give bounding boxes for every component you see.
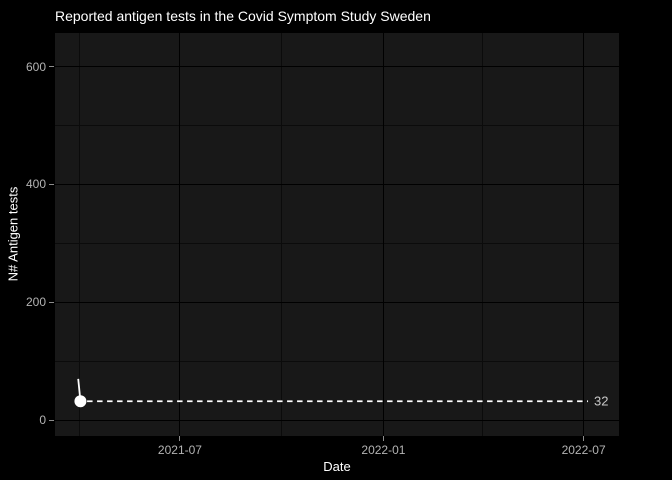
x-minor-gridline [281,33,283,436]
y-tick-label: 200 [25,295,46,310]
x-tick-mark [382,436,384,441]
x-minor-gridline [78,33,80,436]
y-tick-mark [49,419,54,421]
y-minor-gridline [55,242,619,244]
x-major-gridline [382,33,384,436]
y-major-gridline [55,183,619,185]
x-tick-label: 2021-07 [157,443,202,457]
x-tick-label: 2022-01 [361,443,406,457]
chart-title: Reported antigen tests in the Covid Symp… [55,8,431,24]
y-tick-mark [49,66,54,68]
x-minor-gridline [482,33,484,436]
x-axis-title: Date [323,459,351,474]
x-tick-label: 2022-07 [561,443,606,457]
x-tick-mark [583,436,585,441]
y-axis-title: N# Antigen tests [5,186,21,282]
y-major-gridline [55,301,619,303]
antigen-series-point [74,395,87,408]
plot-panel [55,33,619,436]
y-tick-mark [49,301,54,303]
x-major-gridline [179,33,181,436]
plot-overlay [74,378,589,408]
x-tick-mark [179,436,181,441]
y-major-gridline [55,419,619,421]
x-major-gridline [583,33,585,436]
y-tick-mark [49,183,54,185]
y-tick-label: 600 [25,59,46,74]
hline-value-label: 32 [594,393,609,409]
y-minor-gridline [55,360,619,362]
y-tick-label: 400 [25,177,46,192]
y-minor-gridline [55,125,619,126]
y-tick-label: 0 [39,413,46,428]
y-major-gridline [55,66,619,68]
